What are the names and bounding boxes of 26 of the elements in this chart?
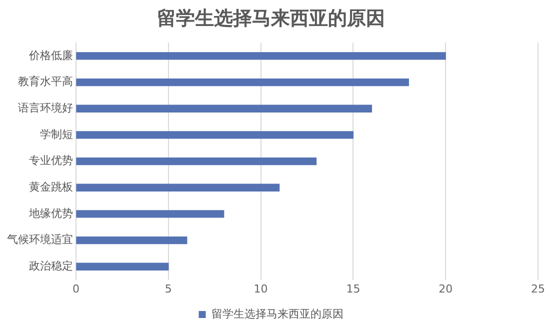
bar (76, 131, 354, 139)
x-tick-label: 20 (438, 282, 453, 296)
legend-label: 留学生选择马来西亚的原因 (211, 307, 344, 320)
y-tick-label: 专业优势 (29, 154, 73, 168)
bar (76, 104, 372, 112)
bar (76, 210, 224, 218)
bar (76, 184, 280, 192)
x-tick-label: 0 (72, 282, 80, 296)
bar (76, 262, 169, 270)
y-tick-label: 教育水平高 (18, 75, 73, 88)
x-tick-label: 25 (531, 282, 545, 296)
y-tick-label: 价格低廉 (28, 48, 73, 62)
x-tick-label: 5 (164, 282, 172, 296)
y-tick-label: 语言环境好 (18, 101, 73, 114)
y-tick-label: 气候环境适宜 (7, 233, 73, 246)
bar (76, 236, 188, 244)
bar (76, 157, 317, 166)
x-tick-label: 15 (346, 282, 360, 296)
y-tick-label: 黄金跳板 (29, 180, 73, 194)
bar (76, 78, 409, 86)
y-tick-label: 学制短 (40, 128, 73, 141)
y-tick-label: 政治稳定 (29, 259, 73, 272)
x-tick-label: 10 (254, 282, 268, 296)
y-tick-label: 地缘优势 (28, 206, 73, 220)
chart-title: 留学生选择马来西亚的原因 (157, 7, 385, 30)
bar (76, 52, 446, 60)
